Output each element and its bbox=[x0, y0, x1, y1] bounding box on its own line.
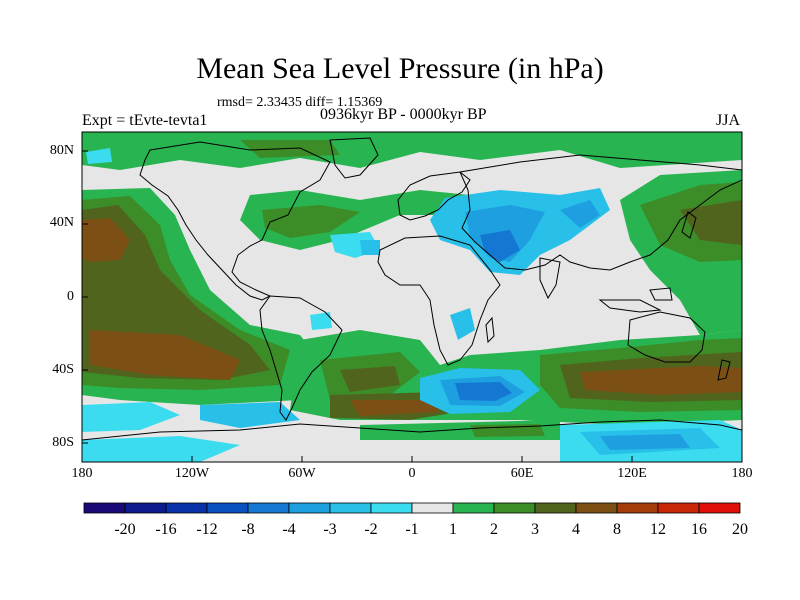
colorbar-swatch bbox=[657, 502, 700, 514]
new-zealand-outline bbox=[717, 359, 731, 381]
west-pacific-olive bbox=[680, 200, 742, 245]
southern-ocean-brown bbox=[350, 400, 440, 416]
arctic-cyan bbox=[86, 148, 112, 164]
lat-label-80s: 80S bbox=[52, 435, 74, 450]
colorbar-label: 3 bbox=[531, 521, 539, 538]
south-america-outline bbox=[259, 295, 343, 421]
lon-label-180e: 180 bbox=[731, 466, 753, 481]
asia-blue-patch bbox=[560, 200, 600, 228]
colorbar-swatch bbox=[452, 502, 495, 514]
atlantic-north-darkgreen bbox=[262, 205, 360, 238]
colorbar-label: 16 bbox=[691, 521, 707, 538]
colorbar-label: 1 bbox=[449, 521, 457, 538]
pacific-west-brown bbox=[82, 218, 130, 262]
colorbar-label: 2 bbox=[490, 521, 498, 538]
antarctic-cyan-1 bbox=[82, 402, 180, 432]
lat-label-80n: 80N bbox=[49, 143, 74, 158]
colorbar-swatch bbox=[83, 502, 126, 514]
indonesia-outline bbox=[598, 287, 673, 313]
colorbar-label: 20 bbox=[732, 521, 748, 538]
pressure-field bbox=[82, 132, 742, 462]
colorbar-label: -4 bbox=[282, 521, 296, 538]
colorbar-label: -8 bbox=[241, 521, 255, 538]
atlantic-sky-patch bbox=[360, 240, 380, 255]
antarctic-sky-1 bbox=[200, 402, 300, 428]
season-label: JJA bbox=[715, 112, 740, 129]
map-title: Mean Sea Level Pressure (in hPa) bbox=[196, 52, 604, 85]
experiment-label: Expt = tEvte-tevta1 bbox=[82, 112, 208, 129]
antarctic-cyan-2 bbox=[82, 436, 240, 462]
indian-south-brown bbox=[580, 366, 742, 395]
north-america-outline bbox=[139, 141, 331, 301]
antarctic-blue bbox=[600, 434, 690, 450]
colorbar-swatch bbox=[165, 502, 208, 514]
colorbar-label: -2 bbox=[364, 521, 378, 538]
colorbar-swatch bbox=[370, 502, 413, 514]
colorbar-swatch bbox=[329, 502, 372, 514]
axis-ticks bbox=[81, 150, 743, 462]
antarctica-outline bbox=[82, 419, 742, 441]
colorbar-swatch bbox=[575, 502, 618, 514]
asia-outline bbox=[459, 154, 742, 271]
colorbar-swatch bbox=[534, 502, 577, 514]
stats-label: rmsd= 2.33435 diff= 1.15369 bbox=[217, 95, 383, 110]
eastafrica-sky bbox=[450, 308, 475, 340]
madagascar-outline bbox=[485, 316, 495, 344]
colorbar-label: -20 bbox=[114, 521, 136, 538]
lon-label-0: 0 bbox=[408, 466, 416, 481]
arctic-patch bbox=[240, 140, 340, 158]
colorbar-swatch bbox=[206, 502, 249, 514]
colorbar-swatch bbox=[698, 502, 741, 514]
colorbar-swatch bbox=[616, 502, 659, 514]
lon-label-120w: 120W bbox=[174, 466, 210, 481]
colorbar-swatch bbox=[247, 502, 290, 514]
africa-outline bbox=[377, 235, 501, 366]
australia-outline bbox=[627, 311, 706, 363]
southafrica-deepblue bbox=[455, 382, 512, 401]
colorbar-swatch bbox=[288, 502, 331, 514]
lat-label-40n: 40N bbox=[49, 215, 74, 230]
india-outline bbox=[539, 257, 561, 300]
colorbar-label: -1 bbox=[405, 521, 419, 538]
south-atlantic-olive bbox=[340, 366, 400, 392]
greenland-outline bbox=[329, 137, 379, 179]
colorbar-label: 4 bbox=[572, 521, 580, 538]
lon-label-120e: 120E bbox=[617, 466, 647, 481]
colorbar-label: -16 bbox=[155, 521, 177, 538]
lon-label-60e: 60E bbox=[510, 466, 534, 481]
colorbar-label: 8 bbox=[613, 521, 621, 538]
colorbar bbox=[83, 502, 741, 514]
pacific-south-brown bbox=[90, 330, 240, 380]
lon-label-180w: 180 bbox=[71, 466, 93, 481]
colorbar-swatch bbox=[493, 502, 536, 514]
colorbar-swatch bbox=[124, 502, 167, 514]
coastlines bbox=[82, 137, 742, 441]
southamerica-cyan bbox=[310, 312, 332, 330]
period-label: 0936kyr BP - 0000kyr BP bbox=[320, 106, 487, 123]
lon-label-60w: 60W bbox=[288, 466, 316, 481]
colorbar-label: -3 bbox=[323, 521, 337, 538]
colorbar-label: 12 bbox=[650, 521, 666, 538]
colorbar-swatch bbox=[411, 502, 454, 514]
lat-label-40s: 40S bbox=[52, 362, 74, 377]
japan-outline bbox=[681, 211, 697, 239]
colorbar-label: -12 bbox=[196, 521, 218, 538]
mideast-deepblue bbox=[480, 230, 520, 262]
lat-label-0: 0 bbox=[67, 289, 74, 304]
